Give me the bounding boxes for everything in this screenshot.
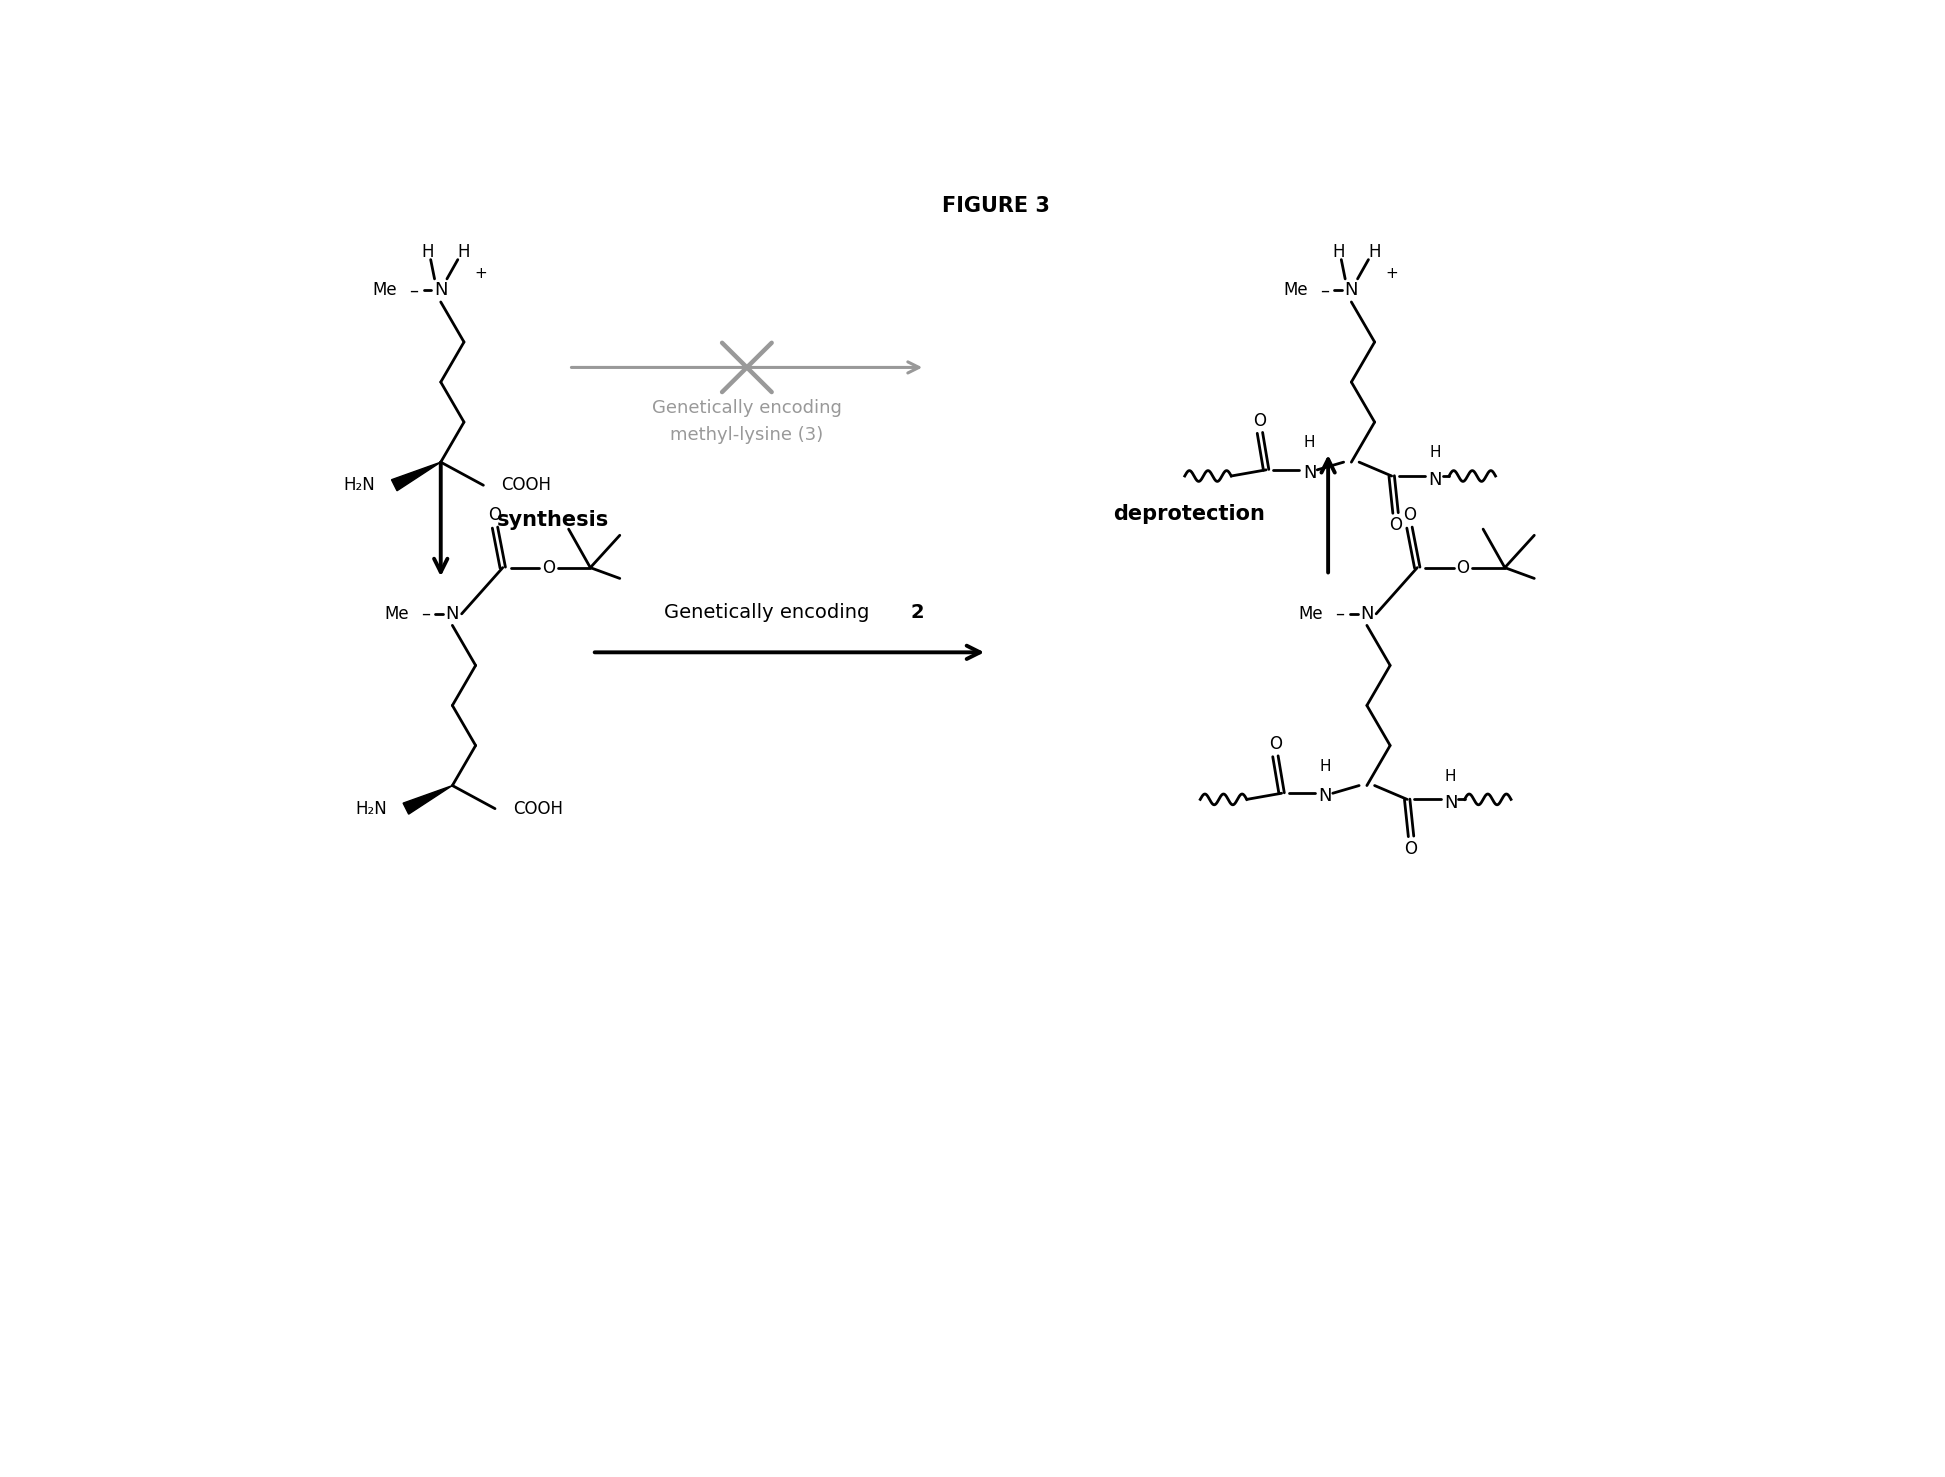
Text: H: H [457, 242, 471, 261]
Text: N: N [1428, 471, 1441, 489]
Text: Me: Me [1299, 604, 1323, 623]
Text: O: O [1268, 736, 1282, 753]
Text: N: N [434, 282, 447, 300]
Polygon shape [391, 462, 442, 490]
Text: O: O [1457, 558, 1470, 576]
Text: H: H [1332, 242, 1344, 261]
Text: N: N [1319, 787, 1332, 805]
Text: 2: 2 [910, 603, 924, 622]
Text: Me: Me [1284, 282, 1307, 300]
Text: COOH: COOH [502, 476, 550, 495]
Text: +: + [1385, 266, 1398, 281]
Text: N: N [1360, 604, 1373, 623]
Text: +: + [475, 266, 488, 281]
Text: O: O [488, 505, 502, 523]
Text: N: N [1303, 464, 1317, 482]
Text: H: H [1303, 436, 1315, 450]
Text: deprotection: deprotection [1113, 504, 1264, 524]
Text: –: – [408, 282, 418, 300]
Text: N: N [1344, 282, 1358, 300]
Text: O: O [1402, 505, 1416, 523]
Text: H: H [1319, 759, 1330, 774]
Text: N: N [1443, 795, 1457, 812]
Text: Me: Me [385, 604, 408, 623]
Text: H₂N: H₂N [356, 799, 387, 818]
Text: COOH: COOH [513, 799, 562, 818]
Text: –: – [420, 604, 430, 623]
Text: O: O [1389, 517, 1402, 535]
Text: O: O [1404, 840, 1418, 858]
Text: Me: Me [373, 282, 397, 300]
Text: H: H [1369, 242, 1381, 261]
Text: N: N [445, 604, 459, 623]
Text: O: O [543, 558, 554, 576]
Text: –: – [1321, 282, 1328, 300]
Text: synthesis: synthesis [498, 510, 609, 530]
Text: H: H [422, 242, 434, 261]
Text: –: – [1336, 604, 1344, 623]
Text: O: O [1253, 412, 1266, 430]
Text: FIGURE 3: FIGURE 3 [943, 196, 1050, 216]
Text: Genetically encoding: Genetically encoding [665, 603, 875, 622]
Text: H: H [1430, 446, 1441, 461]
Polygon shape [403, 786, 453, 814]
Text: H₂N: H₂N [344, 476, 375, 495]
Text: Genetically encoding
methyl-lysine (3): Genetically encoding methyl-lysine (3) [652, 399, 842, 443]
Text: H: H [1445, 770, 1457, 784]
